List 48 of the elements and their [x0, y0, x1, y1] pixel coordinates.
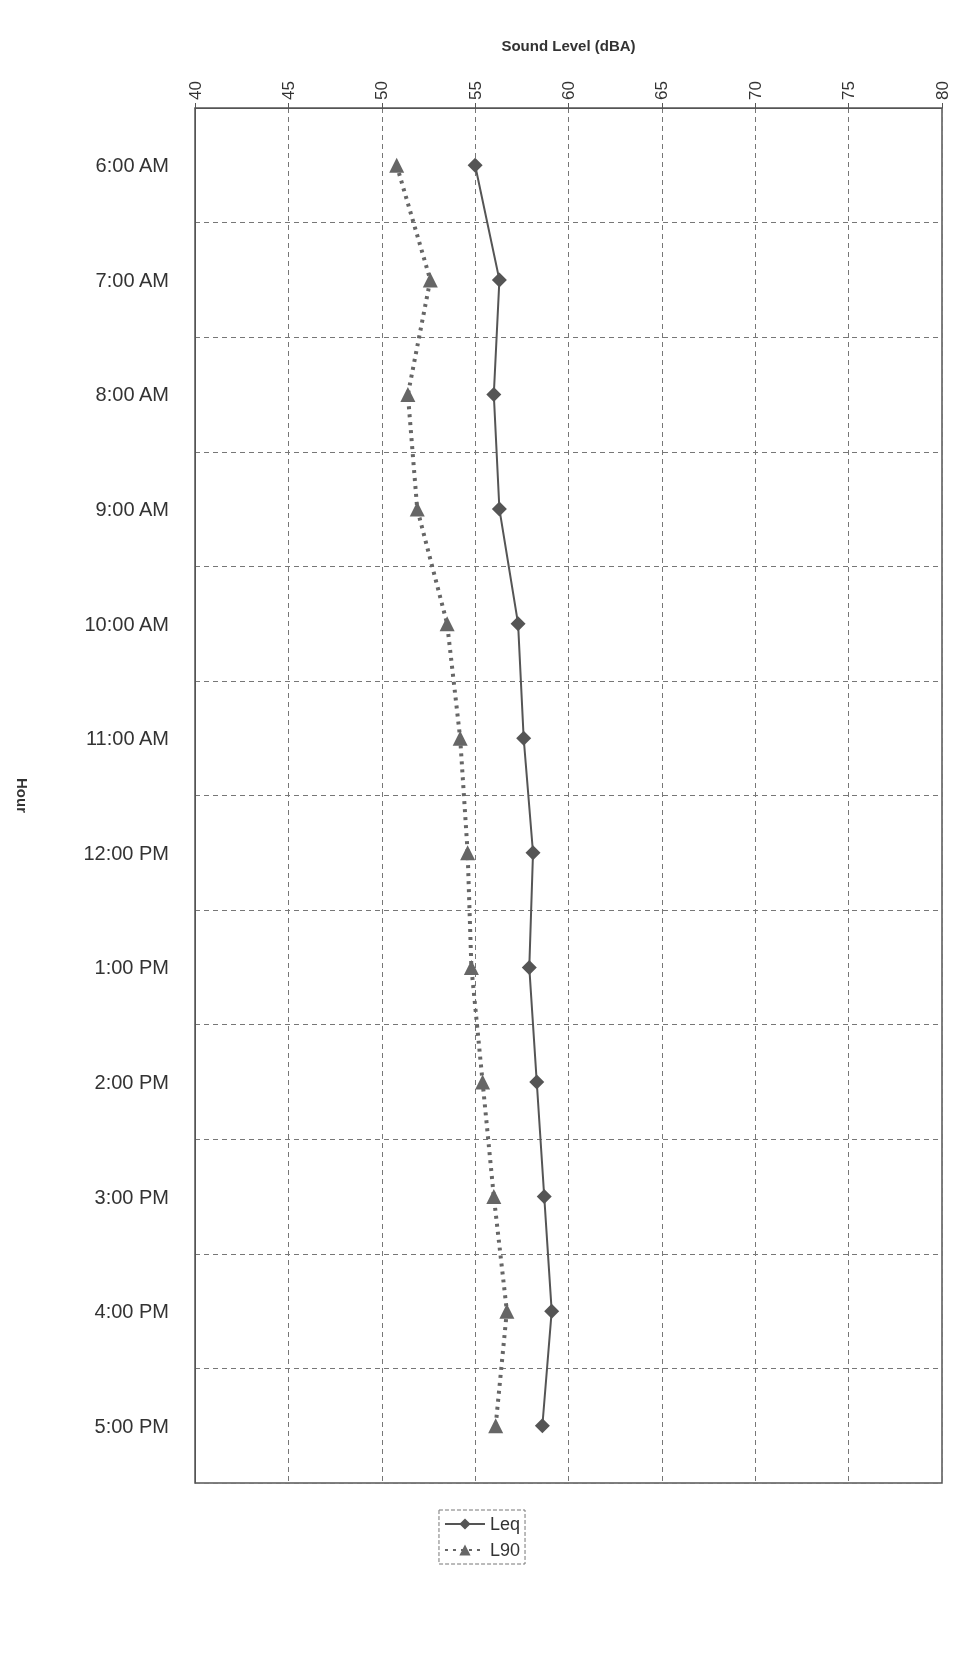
point: [409, 501, 425, 517]
point: [452, 730, 468, 746]
point: [516, 730, 532, 746]
y-tick-label: 4:00 PM: [94, 1300, 169, 1323]
point: [486, 386, 502, 402]
x-axis-title: Sound Level (dBA): [501, 37, 636, 54]
point: [460, 845, 476, 861]
point: [439, 616, 455, 632]
x-tick-label: 70: [745, 81, 765, 100]
point: [521, 959, 537, 975]
point: [534, 1418, 550, 1434]
y-tick-label: 5:00 PM: [94, 1414, 169, 1437]
point: [486, 1189, 502, 1205]
y-tick-label: 8:00 AM: [95, 383, 169, 406]
x-tick-label: 55: [465, 81, 485, 100]
y-tick-label: 11:00 AM: [85, 727, 169, 750]
point: [475, 1074, 491, 1090]
legend-label: L90: [489, 1540, 521, 1560]
x-tick-label: 60: [559, 81, 578, 100]
x-tick-label: 40: [185, 81, 205, 100]
y-tick-label: 9:00 AM: [95, 498, 169, 521]
y-tick-label: 6:00 AM: [95, 154, 169, 177]
point: [400, 386, 416, 402]
point: [491, 501, 507, 517]
y-tick-label: 2:00 PM: [94, 1070, 169, 1093]
point: [529, 1074, 545, 1090]
y-tick-label: 1:00 PM: [94, 956, 169, 979]
x-tick-label: 50: [372, 81, 392, 100]
y-tick-label: 3:00 PM: [94, 1185, 169, 1208]
point: [422, 272, 438, 288]
point: [536, 1189, 552, 1205]
point: [510, 616, 526, 632]
point: [389, 157, 405, 173]
point: [463, 959, 479, 975]
x-tick-label: 75: [839, 81, 859, 100]
point: [488, 1418, 504, 1434]
legend-label: Leq: [489, 1514, 521, 1534]
x-tick-label: 45: [278, 81, 298, 100]
y-tick-label: 12:00 PM: [83, 841, 169, 864]
point: [525, 845, 541, 861]
y-tick-label: 10:00 AM: [84, 612, 169, 635]
x-tick-label: 65: [652, 81, 672, 100]
x-tick-label: 80: [932, 81, 952, 100]
y-axis-title: Hour: [14, 778, 31, 814]
point: [544, 1303, 560, 1319]
point: [467, 157, 483, 173]
y-tick-label: 7:00 AM: [95, 268, 169, 291]
point: [491, 272, 507, 288]
